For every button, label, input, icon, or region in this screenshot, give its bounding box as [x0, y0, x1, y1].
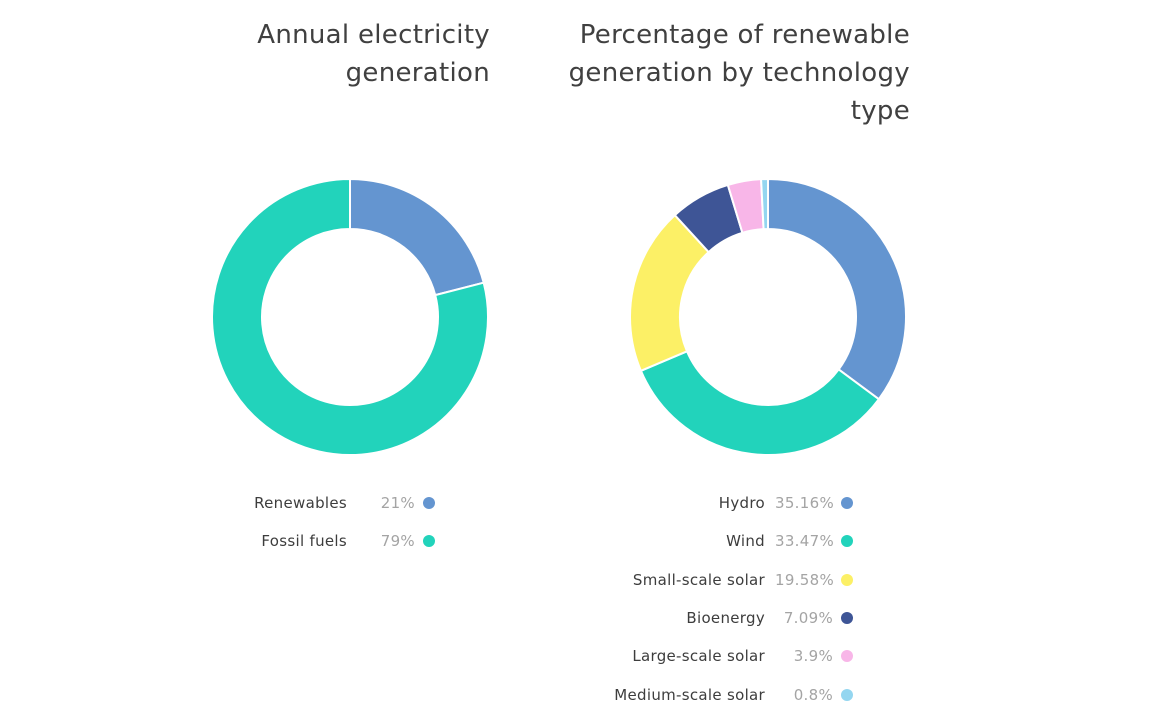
legend-swatch	[841, 612, 853, 625]
donut-chart	[211, 177, 489, 456]
legend-item-hydro[interactable]: Hydro 35.16%	[614, 484, 853, 522]
donut-slice-wind[interactable]	[639, 349, 881, 456]
legend-swatch	[841, 497, 853, 510]
legend-value: 7.09%	[783, 609, 833, 628]
legend-value: 35.16%	[775, 494, 834, 513]
legend-item-small-scale-solar[interactable]: Small-scale solar 19.58%	[614, 561, 853, 599]
legend-value: 33.47%	[775, 532, 834, 551]
legend-swatch	[841, 650, 853, 663]
legend-item-renewables[interactable]: Renewables 21%	[254, 484, 435, 522]
chart-legend: Hydro 35.16% Wind 33.47% Small-scale solar 19…	[614, 484, 853, 714]
legend-label: Medium-scale solar	[614, 685, 765, 704]
legend-label: Fossil fuels	[261, 532, 347, 551]
donut-slice-fossil-fuels[interactable]	[211, 177, 489, 456]
legend-label: Bioenergy	[686, 609, 765, 628]
donut-slice-medium-scale-solar[interactable]	[760, 177, 769, 231]
legend-value: 19.58%	[775, 570, 834, 589]
legend-swatch	[841, 688, 853, 701]
legend-value: 3.9%	[793, 647, 833, 666]
legend-label: Large-scale solar	[632, 647, 765, 666]
legend-item-wind[interactable]: Wind 33.47%	[614, 522, 853, 560]
legend-swatch	[423, 497, 435, 510]
legend-value: 21%	[380, 494, 415, 513]
legend-item-medium-scale-solar[interactable]: Medium-scale solar 0.8%	[614, 675, 853, 713]
legend-value: 79%	[380, 532, 415, 551]
legend-item-bioenergy[interactable]: Bioenergy 7.09%	[614, 599, 853, 637]
chart-title: Annual electricity generation	[257, 20, 490, 88]
legend-item-fossil-fuels[interactable]: Fossil fuels 79%	[254, 522, 435, 560]
legend-label: Renewables	[254, 494, 347, 513]
donut-slice-hydro[interactable]	[767, 177, 907, 401]
legend-label: Hydro	[718, 494, 765, 513]
legend-value: 0.8%	[793, 685, 833, 704]
donut-slice-renewables[interactable]	[349, 177, 485, 297]
legend-swatch	[423, 535, 435, 548]
legend-swatch	[841, 573, 853, 586]
legend-item-large-scale-solar[interactable]: Large-scale solar 3.9%	[614, 637, 853, 675]
chart-legend: Renewables 21% Fossil fuels 79%	[254, 484, 435, 561]
donut-chart	[629, 177, 907, 456]
legend-label: Wind	[726, 532, 765, 551]
legend-label: Small-scale solar	[632, 570, 765, 589]
chart-title: Percentage of renewable generation by te…	[568, 20, 910, 126]
legend-swatch	[841, 535, 853, 548]
